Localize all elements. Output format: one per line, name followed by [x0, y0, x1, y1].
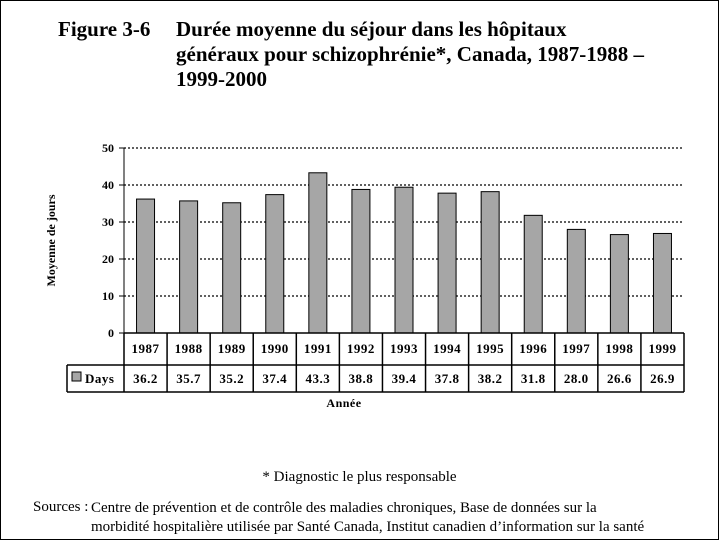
value-label: 43.3 [305, 371, 330, 386]
bar-1988 [179, 200, 199, 334]
y-axis-title: Moyenne de jours [44, 194, 58, 286]
category-label: 1995 [476, 341, 504, 356]
figure-title-line-2: généraux pour schizophrénie*, Canada, 19… [176, 42, 645, 66]
value-label: 39.4 [392, 371, 417, 386]
value-label: 26.6 [607, 371, 632, 386]
value-label: 28.0 [564, 371, 589, 386]
y-tick-label: 50 [102, 141, 114, 155]
bar-1998 [609, 234, 629, 334]
value-label: 38.2 [478, 371, 503, 386]
category-label: 1994 [433, 341, 461, 356]
category-label: 1999 [648, 341, 676, 356]
bar-1990 [265, 194, 285, 334]
figure-title-line-1: Durée moyenne du séjour dans les hôpitau… [176, 17, 567, 41]
category-label: 1993 [390, 341, 418, 356]
sources-label: Sources : [33, 499, 89, 515]
category-label: 1998 [605, 341, 633, 356]
value-label: 37.4 [262, 371, 287, 386]
y-tick-label: 30 [102, 215, 114, 229]
sources-line-1: Centre de prévention et de contrôle des … [91, 500, 597, 516]
value-label: 37.8 [435, 371, 460, 386]
sources-line-2: morbidité hospitalière utilisée par Sant… [91, 519, 645, 535]
bar-1999 [652, 232, 672, 334]
legend-label: Days [85, 371, 114, 386]
y-tick-label: 10 [102, 289, 114, 303]
figure-number: Figure 3-6 [58, 17, 151, 41]
sources-text: Centre de prévention et de contrôle des … [91, 499, 711, 537]
bar-1991 [308, 172, 328, 334]
category-label: 1990 [261, 341, 289, 356]
value-label: 38.8 [349, 371, 374, 386]
category-label: 1991 [304, 341, 332, 356]
value-label: 26.9 [650, 371, 675, 386]
value-label: 35.7 [176, 371, 201, 386]
category-label: 1987 [132, 341, 160, 356]
bar-1995 [480, 191, 500, 334]
category-label: 1989 [218, 341, 246, 356]
bar-1997 [566, 228, 586, 334]
footnote: * Diagnostic le plus responsable [262, 469, 457, 485]
bar-1989 [222, 202, 242, 334]
value-label: 35.2 [219, 371, 244, 386]
figure-title-line-3: 1999-2000 [176, 67, 267, 91]
bar-1987 [136, 198, 156, 334]
figure-title: Durée moyenne du séjour dans les hôpitau… [176, 17, 696, 92]
value-label: 36.2 [133, 371, 158, 386]
x-axis-title: Année [326, 396, 361, 410]
bar-1994 [437, 192, 457, 334]
category-label: 1988 [175, 341, 203, 356]
bar-1992 [351, 188, 371, 334]
y-tick-label: 0 [108, 326, 114, 340]
y-tick-label: 40 [102, 178, 114, 192]
y-tick-label: 20 [102, 252, 114, 266]
bar-1993 [394, 186, 414, 334]
value-label: 31.8 [521, 371, 546, 386]
category-label: 1992 [347, 341, 375, 356]
category-label: 1996 [519, 341, 547, 356]
bar-1996 [523, 214, 543, 334]
legend-key [71, 371, 82, 382]
category-label: 1997 [562, 341, 590, 356]
